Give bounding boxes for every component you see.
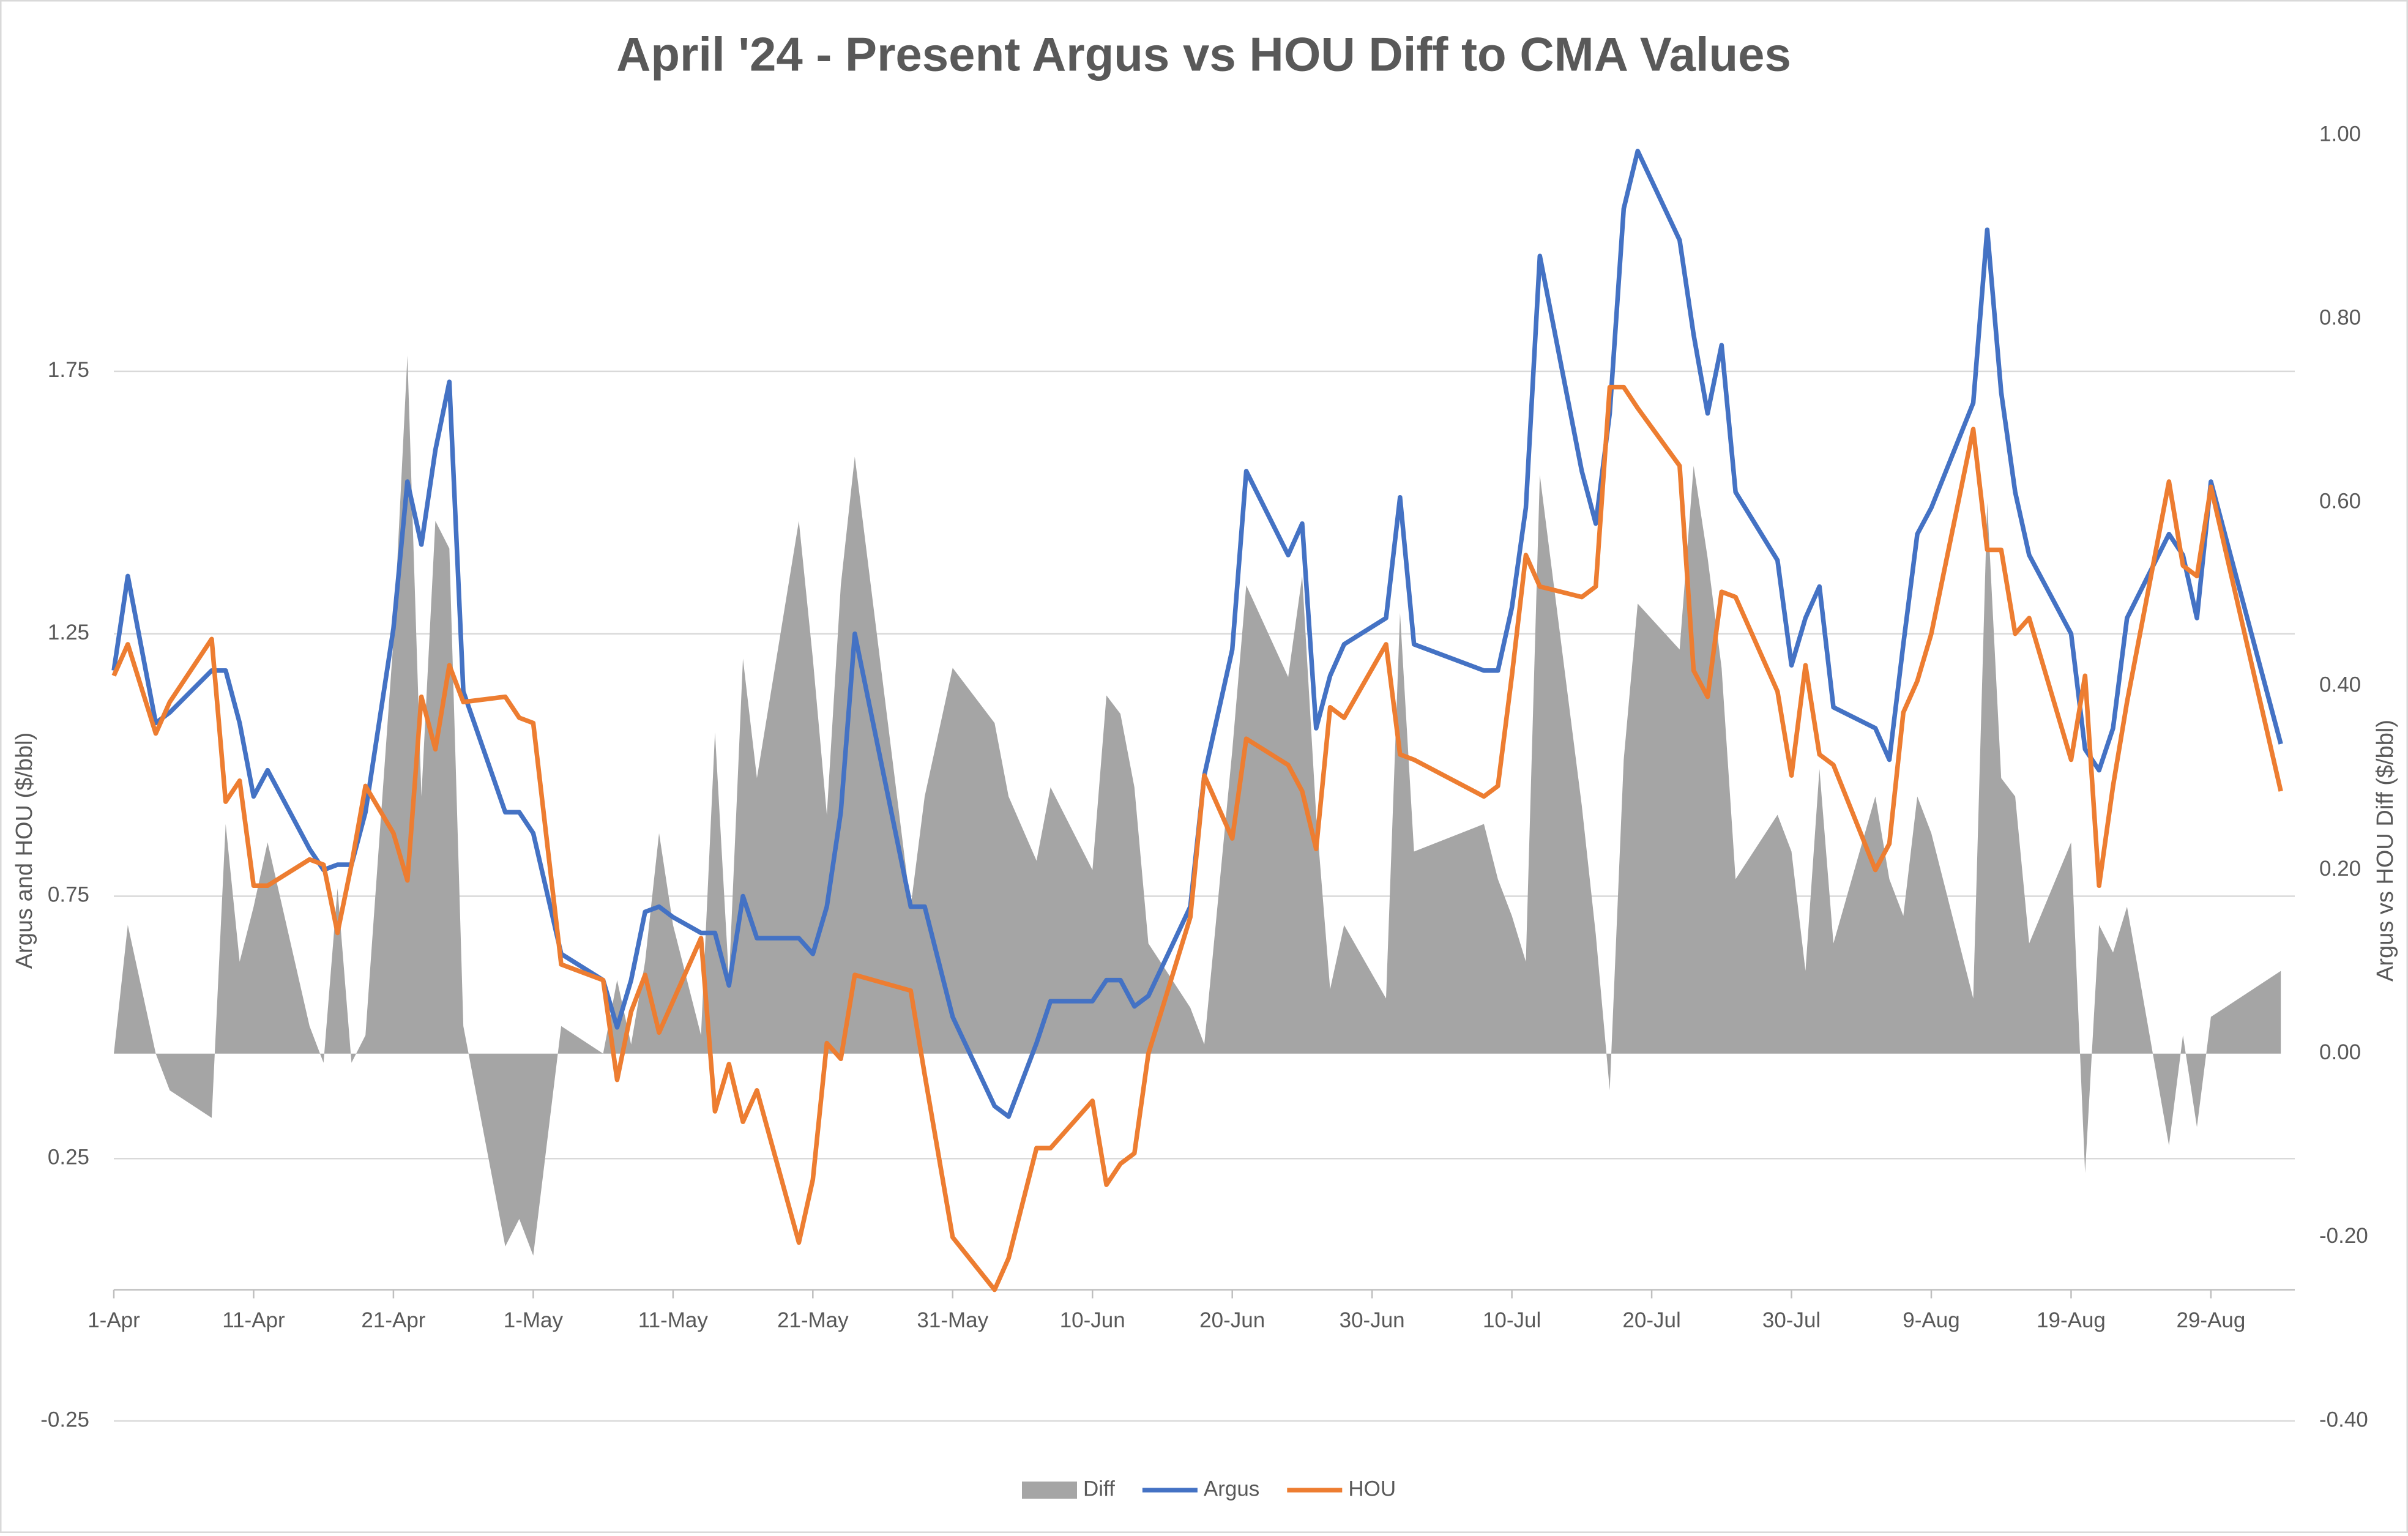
x-tick-label: 1-May (504, 1308, 564, 1332)
x-tick-label: 10-Jul (1483, 1308, 1541, 1332)
x-tick-label: 19-Aug (2037, 1308, 2106, 1332)
x-tick-label: 20-Jul (1622, 1308, 1680, 1332)
y-tick-label: 0.75 (48, 883, 89, 907)
y2-tick-label: 0.60 (2319, 490, 2361, 513)
y-tick-label: 1.75 (48, 358, 89, 382)
x-tick-label: 20-Jun (1199, 1308, 1265, 1332)
legend-label: HOU (1348, 1477, 1396, 1501)
y-axis-title: Argus and HOU ($/bbl) (12, 733, 37, 969)
y2-tick-label: 0.20 (2319, 857, 2361, 881)
y-tick-label: -0.25 (40, 1407, 89, 1431)
y2-axis-title: Argus vs HOU Diff ($/bbl) (2373, 720, 2398, 982)
y2-tick-label: 0.80 (2319, 305, 2361, 329)
x-tick-label: 1-Apr (88, 1308, 140, 1332)
y2-tick-label: -0.20 (2319, 1224, 2368, 1248)
area (114, 356, 2281, 1256)
legend-label: Diff (1083, 1477, 1115, 1501)
y2-tick-label: -0.40 (2319, 1407, 2368, 1431)
y2-tick-label: 0.40 (2319, 673, 2361, 697)
y2-tick-label: 1.00 (2319, 122, 2361, 146)
x-tick-label: 9-Aug (1903, 1308, 1959, 1332)
legend-swatch (1022, 1482, 1077, 1499)
x-tick-label: 10-Jun (1060, 1308, 1125, 1332)
x-tick-label: 30-Jun (1340, 1308, 1405, 1332)
x-tick-label: 29-Aug (2176, 1308, 2245, 1332)
y-tick-label: 0.25 (48, 1145, 89, 1169)
line (111, 148, 2283, 1119)
x-tick-label: 30-Jul (1762, 1308, 1821, 1332)
x-tick-label: 21-May (777, 1308, 849, 1332)
line (111, 384, 2283, 1292)
y2-tick-label: 0.00 (2319, 1040, 2361, 1064)
x-tick-label: 21-Apr (361, 1308, 425, 1332)
y-tick-label: 1.25 (48, 621, 89, 644)
x-tick-label: 11-Apr (222, 1308, 285, 1332)
x-tick-label: 11-May (638, 1308, 709, 1332)
legend-label: Argus (1204, 1477, 1259, 1501)
chart-title: April '24 - Present Argus vs HOU Diff to… (616, 28, 1791, 81)
x-tick-label: 31-May (917, 1308, 988, 1332)
